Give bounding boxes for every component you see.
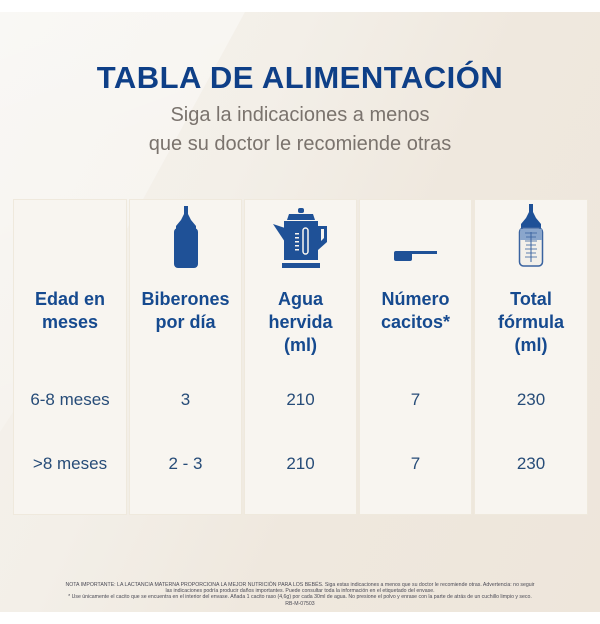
table-cell: 230 bbox=[516, 390, 546, 409]
table-cell: 2 - 3 bbox=[168, 454, 203, 473]
scoop-icon bbox=[360, 242, 471, 262]
page-subtitle: Siga la indicaciones a menos que su doct… bbox=[148, 104, 452, 155]
table-cell: 210 bbox=[286, 454, 315, 473]
column-bottles: Biberones por día 3 2 - 3 bbox=[130, 200, 241, 514]
column-header-bottles: Biberones por día bbox=[141, 289, 230, 332]
measuring-bottle-icon bbox=[475, 204, 587, 268]
table-cell: 7 bbox=[410, 390, 421, 409]
column-header-scoops: Número cacitos* bbox=[380, 289, 451, 332]
table-cell: 210 bbox=[286, 390, 315, 409]
table-cell: 7 bbox=[410, 454, 421, 473]
column-water: Agua hervida (ml) 210 210 bbox=[245, 200, 356, 514]
feeding-table-panel: TABLA DE ALIMENTACIÓN Siga la indicacion… bbox=[0, 12, 600, 612]
column-age: Edad en meses 6-8 meses >8 meses bbox=[14, 200, 126, 514]
column-total-formula: Total fórmula (ml) 230 230 bbox=[475, 200, 587, 514]
table-cell: >8 meses bbox=[32, 454, 108, 473]
table-cell: 3 bbox=[180, 390, 191, 409]
page-title: TABLA DE ALIMENTACIÓN bbox=[96, 60, 504, 95]
column-scoops: Número cacitos* 7 7 bbox=[360, 200, 471, 514]
kettle-icon bbox=[245, 208, 356, 268]
footer-note: NOTA IMPORTANTE: LA LACTANCIA MATERNA PR… bbox=[65, 582, 535, 607]
table-cell: 6-8 meses bbox=[30, 390, 110, 409]
column-header-total-formula: Total fórmula (ml) bbox=[497, 289, 564, 355]
baby-bottle-icon bbox=[130, 206, 241, 268]
column-header-age: Edad en meses bbox=[34, 289, 105, 332]
table-cell: 230 bbox=[516, 454, 546, 473]
column-header-water: Agua hervida (ml) bbox=[268, 289, 333, 355]
